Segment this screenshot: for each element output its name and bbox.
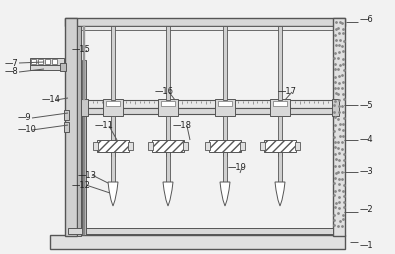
Bar: [97, 140, 129, 152]
Bar: [68, 26, 342, 30]
Bar: [333, 18, 345, 236]
Bar: [103, 99, 123, 116]
Bar: [128, 142, 133, 150]
Bar: [273, 101, 287, 106]
Bar: [161, 101, 175, 106]
Bar: [264, 140, 296, 152]
Bar: [111, 116, 115, 156]
Bar: [52, 59, 57, 64]
Bar: [332, 99, 339, 116]
Text: —1: —1: [360, 242, 374, 250]
Text: —9: —9: [18, 114, 32, 122]
Bar: [65, 18, 77, 236]
Text: —13: —13: [78, 170, 97, 180]
Text: —8: —8: [5, 68, 19, 76]
Bar: [270, 99, 290, 116]
Bar: [65, 18, 345, 26]
Bar: [215, 99, 235, 116]
Text: —16: —16: [155, 87, 174, 97]
Bar: [205, 142, 210, 150]
Text: —18: —18: [173, 121, 192, 131]
Bar: [166, 152, 170, 182]
Text: —19: —19: [228, 163, 247, 171]
Polygon shape: [275, 182, 285, 206]
Bar: [68, 228, 333, 234]
Bar: [86, 100, 334, 108]
Bar: [278, 26, 282, 100]
Text: —12: —12: [72, 181, 91, 189]
Bar: [278, 152, 282, 182]
Bar: [60, 63, 66, 71]
Bar: [64, 122, 69, 132]
Text: —11: —11: [95, 121, 114, 131]
Text: —15: —15: [72, 45, 91, 55]
Bar: [93, 142, 98, 150]
Text: —6: —6: [360, 15, 374, 24]
Bar: [240, 142, 245, 150]
Text: —2: —2: [360, 205, 374, 214]
Bar: [30, 65, 64, 70]
Bar: [106, 101, 120, 106]
Bar: [260, 142, 265, 150]
Bar: [166, 116, 170, 156]
Bar: [45, 59, 50, 64]
Text: —4: —4: [360, 135, 374, 145]
Bar: [83, 26, 85, 100]
Bar: [82, 60, 86, 235]
Bar: [30, 58, 64, 65]
Bar: [183, 142, 188, 150]
Bar: [83, 60, 85, 235]
Text: —17: —17: [278, 87, 297, 97]
Bar: [50, 235, 345, 249]
Polygon shape: [163, 182, 173, 206]
Bar: [31, 59, 36, 64]
Bar: [295, 142, 300, 150]
Bar: [38, 59, 43, 64]
Text: —5: —5: [360, 101, 374, 109]
Bar: [166, 26, 170, 100]
Text: —10: —10: [18, 125, 37, 135]
Bar: [111, 26, 115, 100]
Bar: [81, 99, 88, 116]
Bar: [278, 116, 282, 156]
Bar: [64, 110, 69, 120]
Polygon shape: [108, 182, 118, 206]
Bar: [158, 99, 178, 116]
Bar: [111, 152, 115, 182]
Bar: [77, 26, 81, 236]
Text: —7: —7: [5, 58, 19, 68]
Text: —3: —3: [360, 167, 374, 177]
Text: —14: —14: [42, 96, 61, 104]
Bar: [209, 140, 241, 152]
Bar: [218, 101, 232, 106]
Bar: [223, 26, 227, 100]
Bar: [86, 108, 334, 114]
Polygon shape: [220, 182, 230, 206]
Bar: [223, 116, 227, 156]
Bar: [223, 152, 227, 182]
Bar: [148, 142, 153, 150]
Bar: [152, 140, 184, 152]
